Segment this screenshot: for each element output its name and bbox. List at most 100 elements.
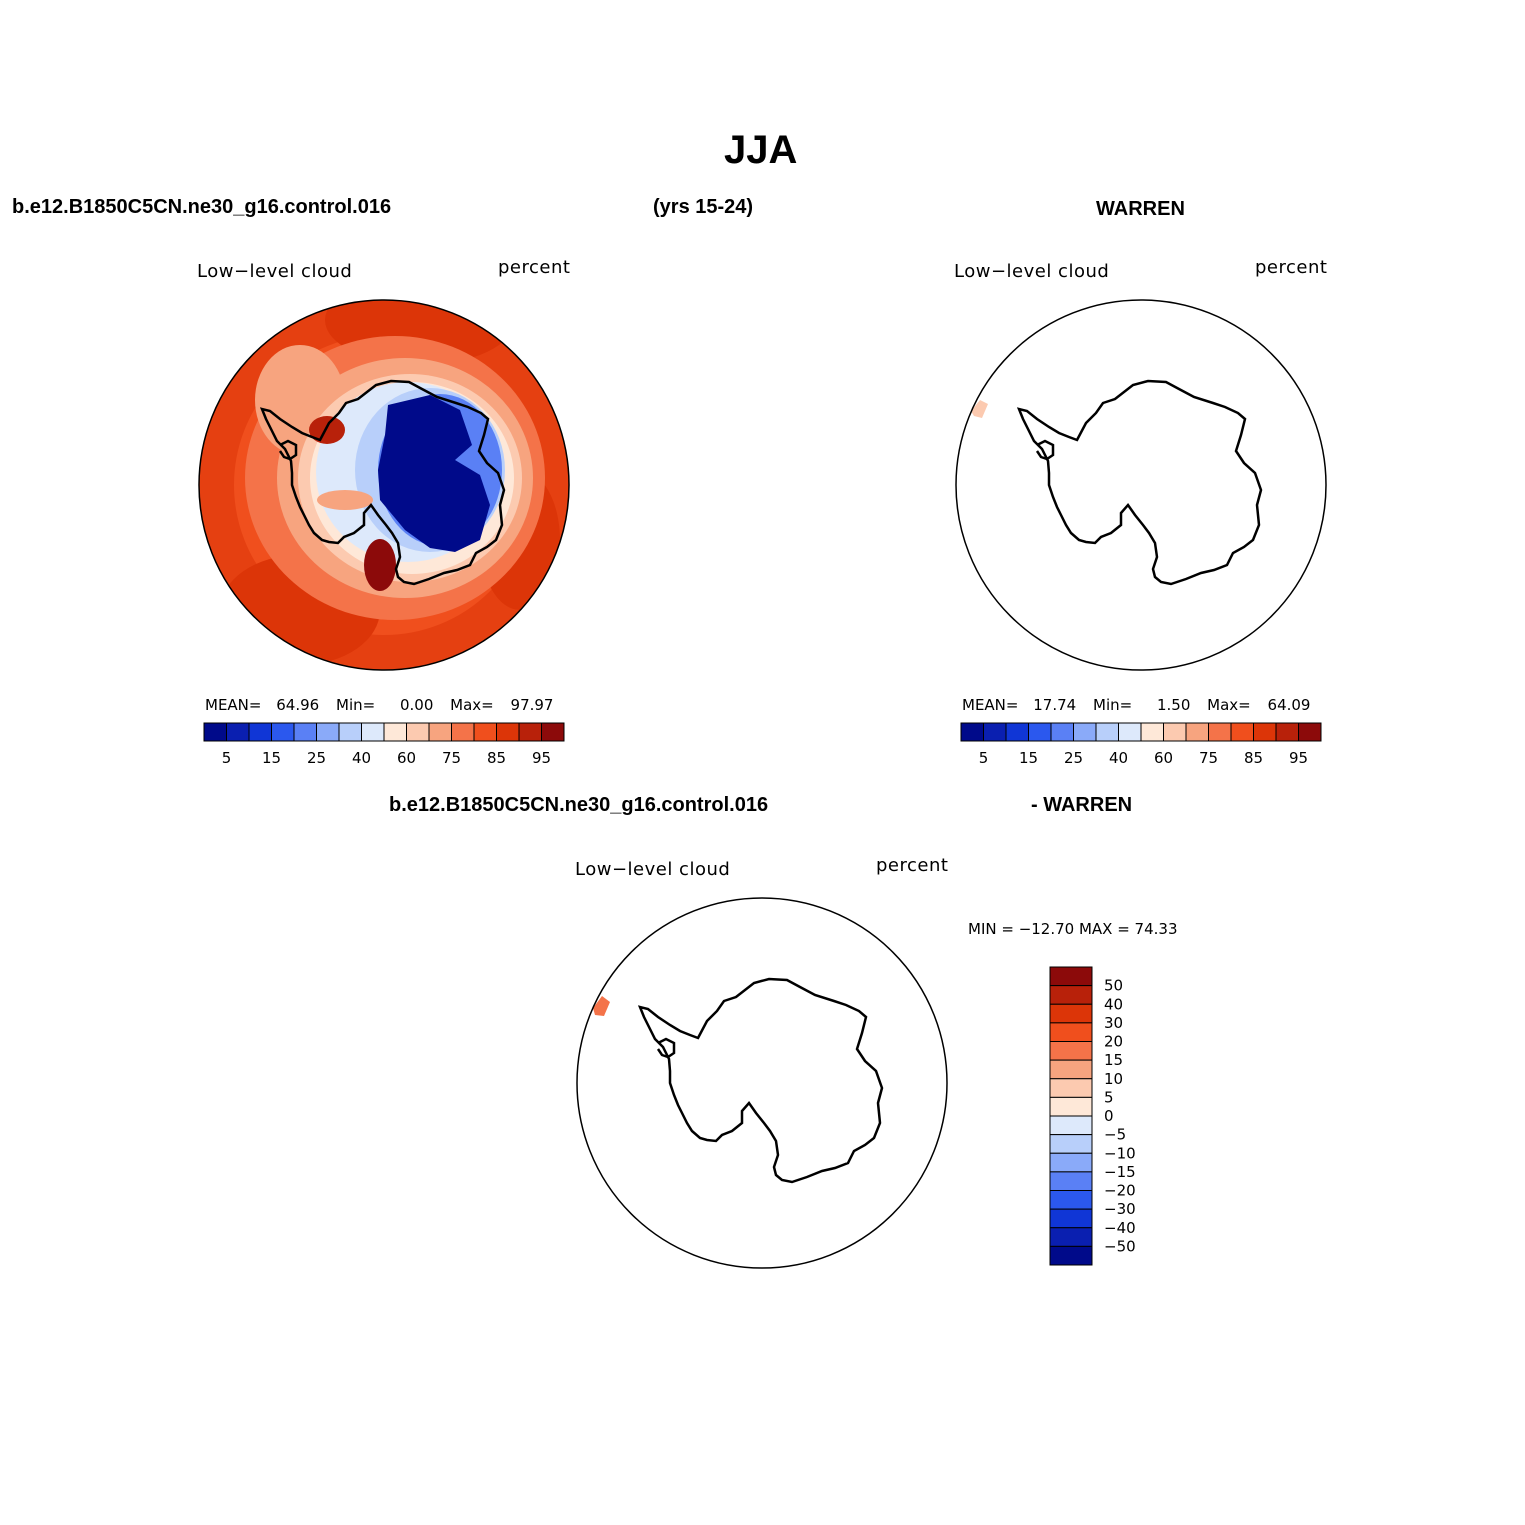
diff-map-border bbox=[576, 897, 948, 1269]
diff-coastline bbox=[638, 977, 884, 1184]
model-peak-west bbox=[309, 416, 345, 444]
obs-mean-value: 17.74 bbox=[1033, 696, 1077, 714]
obs-data-patch bbox=[971, 400, 988, 418]
obs-coastline bbox=[1017, 379, 1263, 586]
model-units-label: percent bbox=[498, 257, 571, 278]
model-colorbar-box bbox=[473, 722, 497, 742]
diff-colorbar-tick-label: 20 bbox=[1104, 1033, 1123, 1051]
obs-colorbar-box bbox=[1073, 722, 1097, 742]
obs-colorbar-box bbox=[983, 722, 1007, 742]
model-map-border bbox=[198, 299, 570, 671]
model-colorbar-box bbox=[496, 722, 520, 742]
diff-colorbar-tick-label: 40 bbox=[1104, 995, 1123, 1013]
diff-colorbar-box bbox=[1049, 1041, 1093, 1061]
model-colorbar-box bbox=[293, 722, 317, 742]
diff-colorbar-box bbox=[1049, 1227, 1093, 1247]
model-min-label: Min= bbox=[336, 696, 376, 714]
model-colorbar-tick-label: 60 bbox=[397, 749, 416, 767]
model-colorbar-box bbox=[338, 722, 362, 742]
obs-colorbar-box bbox=[960, 722, 984, 742]
diff-colorbar-box bbox=[1049, 1171, 1093, 1191]
diff-colorbar-box bbox=[1049, 1096, 1093, 1117]
model-map bbox=[198, 299, 570, 671]
obs-stats: MEAN= 17.74 Min= 1.50 Max= 64.09 bbox=[962, 696, 1310, 714]
diff-map bbox=[576, 897, 948, 1269]
diff-data-patch bbox=[593, 996, 610, 1016]
model-colorbar-box bbox=[226, 722, 250, 742]
diff-colorbar-box bbox=[1049, 1078, 1093, 1098]
obs-colorbar-box bbox=[1118, 722, 1142, 742]
model-colorbar-box bbox=[248, 722, 272, 742]
obs-colorbar-box bbox=[1253, 722, 1277, 742]
obs-units-label: percent bbox=[1255, 257, 1328, 278]
obs-colorbar-tick-label: 75 bbox=[1199, 749, 1218, 767]
diff-colorbar-box bbox=[1049, 1190, 1093, 1210]
obs-colorbar-tick-label: 95 bbox=[1289, 749, 1308, 767]
diff-colorbar-box bbox=[1049, 1059, 1093, 1080]
diff-colorbar-box bbox=[1049, 1245, 1093, 1266]
obs-colorbar-tick-label: 15 bbox=[1019, 749, 1038, 767]
model-min-value: 0.00 bbox=[399, 696, 434, 714]
model-colorbar-tick-label: 75 bbox=[442, 749, 461, 767]
diff-colorbar-tick-label: 30 bbox=[1104, 1014, 1123, 1032]
model-colorbar-box bbox=[383, 722, 407, 742]
diff-colorbar-box bbox=[1049, 1022, 1093, 1042]
obs-colorbar-box bbox=[1050, 722, 1074, 742]
model-stats: MEAN= 64.96 Min= 0.00 Max= 97.97 bbox=[205, 696, 553, 714]
diff-colorbar-tick-label: 0 bbox=[1104, 1107, 1114, 1125]
obs-variable-label: Low−level cloud bbox=[954, 261, 1110, 282]
obs-max-label: Max= bbox=[1207, 696, 1251, 714]
diff-colorbar-tick-label: −15 bbox=[1104, 1163, 1136, 1181]
model-colorbar-box bbox=[451, 722, 475, 742]
obs-colorbar-box bbox=[1028, 722, 1052, 742]
model-colorbar-box bbox=[271, 722, 295, 742]
years-range: (yrs 15-24) bbox=[653, 196, 754, 218]
obs-colorbar-tick-label: 40 bbox=[1109, 749, 1128, 767]
model-colorbar-box bbox=[316, 722, 340, 742]
obs-name: WARREN bbox=[1096, 198, 1185, 220]
diff-colorbar-tick-label: −5 bbox=[1104, 1126, 1126, 1144]
obs-colorbar: 5 15 25 40 60 75 85 95 bbox=[960, 722, 1322, 767]
model-colorbar-box bbox=[361, 722, 385, 742]
model-colorbar-box bbox=[203, 722, 227, 742]
obs-colorbar-box bbox=[1298, 722, 1322, 742]
model-interior-minimum bbox=[378, 395, 490, 552]
obs-colorbar-tick-label: 60 bbox=[1154, 749, 1173, 767]
model-colorbar-tick-label: 85 bbox=[487, 749, 506, 767]
model-colorbar-tick-label: 15 bbox=[262, 749, 281, 767]
diff-case-name: b.e12.B1850C5CN.ne30_g16.control.016 bbox=[389, 794, 769, 816]
diff-colorbar-tick-label: −40 bbox=[1104, 1219, 1136, 1237]
obs-colorbar-box bbox=[1140, 722, 1164, 742]
model-colorbar-box bbox=[518, 722, 542, 742]
model-peak-ross bbox=[364, 539, 396, 591]
model-colorbar-tick-label: 95 bbox=[532, 749, 551, 767]
diff-minmax: MIN = −12.70 MAX = 74.33 bbox=[968, 920, 1178, 938]
diff-colorbar-box bbox=[1049, 1152, 1093, 1173]
obs-colorbar-box bbox=[1005, 722, 1029, 742]
model-colorbar-box bbox=[541, 722, 565, 742]
diff-units-label: percent bbox=[876, 855, 949, 876]
diff-colorbar-tick-label: −20 bbox=[1104, 1182, 1136, 1200]
obs-colorbar-tick-label: 25 bbox=[1064, 749, 1083, 767]
diff-colorbar-box bbox=[1049, 985, 1093, 1005]
diff-colorbar-tick-label: −10 bbox=[1104, 1144, 1136, 1162]
obs-colorbar-box bbox=[1208, 722, 1232, 742]
obs-max-value: 64.09 bbox=[1267, 696, 1311, 714]
figure-title: JJA bbox=[724, 128, 798, 172]
model-variable-label: Low−level cloud bbox=[197, 261, 353, 282]
obs-colorbar-tick-label: 5 bbox=[979, 749, 989, 767]
obs-min-value: 1.50 bbox=[1156, 696, 1191, 714]
diff-colorbar-tick-label: 5 bbox=[1104, 1088, 1114, 1106]
diff-colorbar-box bbox=[1049, 1208, 1093, 1229]
obs-colorbar-box bbox=[1095, 722, 1119, 742]
model-warm-inlet bbox=[317, 490, 373, 510]
diff-colorbar-box bbox=[1049, 1003, 1093, 1024]
obs-map-border bbox=[955, 299, 1327, 671]
diff-variable-label: Low−level cloud bbox=[575, 859, 731, 880]
model-max-value: 97.97 bbox=[510, 696, 554, 714]
diff-colorbar-tick-label: 15 bbox=[1104, 1051, 1123, 1069]
diff-colorbar-tick-label: −50 bbox=[1104, 1237, 1136, 1255]
model-colorbar: 5 15 25 40 60 75 85 95 bbox=[203, 722, 565, 767]
